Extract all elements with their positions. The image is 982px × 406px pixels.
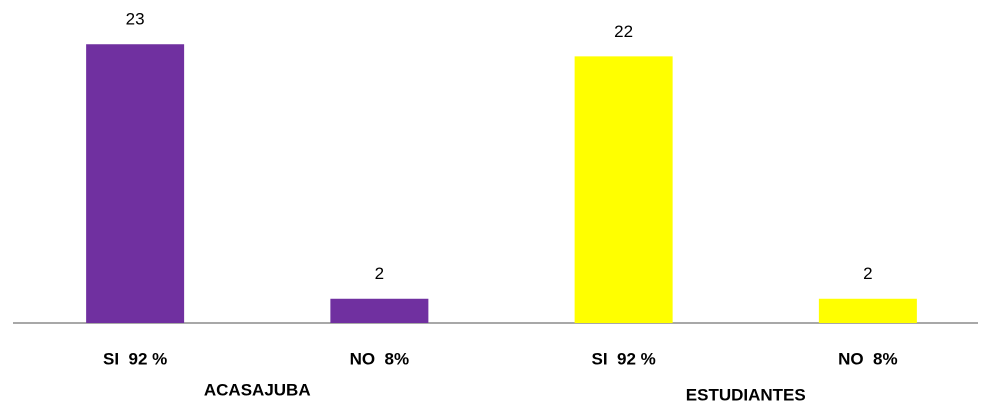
data-label: 22 bbox=[614, 22, 633, 41]
x-tick-label: NO 8% bbox=[838, 349, 898, 368]
data-label: 23 bbox=[126, 10, 145, 29]
data-label: 2 bbox=[375, 264, 384, 283]
x-tick-label: SI 92 % bbox=[591, 349, 655, 368]
bar bbox=[330, 298, 429, 323]
bar bbox=[86, 44, 185, 324]
bar bbox=[818, 298, 917, 323]
x-tick-label: NO 8% bbox=[350, 349, 410, 368]
data-label: 2 bbox=[863, 264, 872, 283]
group-label: ACASAJUBA bbox=[204, 380, 311, 399]
group-label: ESTUDIANTES bbox=[686, 385, 806, 404]
x-tick-label: SI 92 % bbox=[103, 349, 167, 368]
bar bbox=[574, 56, 673, 324]
